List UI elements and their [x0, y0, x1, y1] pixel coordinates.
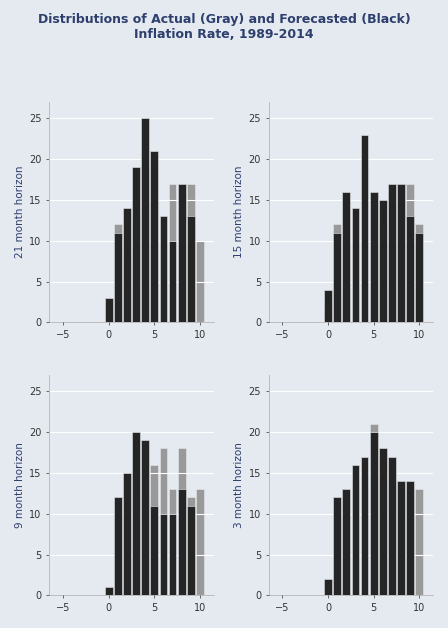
Bar: [379, 457, 387, 595]
Bar: [151, 465, 158, 595]
Bar: [105, 587, 112, 595]
Bar: [151, 151, 158, 323]
Bar: [141, 118, 149, 323]
Bar: [123, 257, 131, 323]
Bar: [196, 241, 204, 323]
Bar: [132, 432, 140, 595]
Bar: [352, 481, 359, 595]
Bar: [187, 183, 194, 323]
Bar: [187, 506, 194, 595]
Bar: [370, 432, 378, 595]
Y-axis label: 9 month horizon: 9 month horizon: [15, 442, 25, 528]
Bar: [187, 497, 194, 595]
Bar: [406, 183, 414, 323]
Text: Distributions of Actual (Gray) and Forecasted (Black)
Inflation Rate, 1989-2014: Distributions of Actual (Gray) and Forec…: [38, 13, 410, 41]
Bar: [168, 183, 177, 323]
Bar: [196, 489, 204, 595]
Bar: [178, 183, 185, 323]
Bar: [178, 448, 185, 595]
Bar: [333, 497, 341, 595]
Bar: [123, 473, 131, 595]
Bar: [105, 306, 112, 323]
Bar: [361, 457, 368, 595]
Bar: [406, 489, 414, 595]
Bar: [168, 489, 177, 595]
Bar: [132, 473, 140, 595]
Bar: [105, 587, 112, 595]
Bar: [415, 489, 423, 595]
Bar: [397, 481, 405, 595]
Y-axis label: 3 month horizon: 3 month horizon: [234, 442, 245, 528]
Bar: [333, 232, 341, 323]
Bar: [159, 514, 167, 595]
Bar: [361, 167, 368, 323]
Bar: [159, 448, 167, 595]
Bar: [361, 489, 368, 595]
Bar: [379, 200, 387, 323]
Bar: [370, 424, 378, 595]
Bar: [132, 216, 140, 323]
Bar: [333, 224, 341, 323]
Bar: [324, 306, 332, 323]
Bar: [114, 224, 122, 323]
Bar: [397, 481, 405, 595]
Bar: [370, 192, 378, 323]
Bar: [415, 224, 423, 323]
Bar: [342, 489, 350, 595]
Bar: [105, 298, 112, 323]
Bar: [187, 216, 194, 323]
Bar: [168, 241, 177, 323]
Bar: [114, 514, 122, 595]
Bar: [141, 440, 149, 595]
Bar: [352, 208, 359, 323]
Bar: [178, 183, 185, 323]
Bar: [370, 192, 378, 323]
Bar: [132, 167, 140, 323]
Bar: [342, 489, 350, 595]
Bar: [123, 208, 131, 323]
Bar: [333, 514, 341, 595]
Bar: [415, 232, 423, 323]
Bar: [151, 200, 158, 323]
Bar: [324, 579, 332, 595]
Bar: [141, 497, 149, 595]
Bar: [114, 232, 122, 323]
Bar: [388, 481, 396, 595]
Y-axis label: 15 month horizon: 15 month horizon: [234, 166, 245, 259]
Bar: [342, 290, 350, 323]
Bar: [388, 183, 396, 323]
Bar: [178, 489, 185, 595]
Bar: [379, 448, 387, 595]
Bar: [352, 465, 359, 595]
Bar: [388, 457, 396, 595]
Bar: [361, 134, 368, 323]
Bar: [379, 224, 387, 323]
Bar: [114, 497, 122, 595]
Bar: [168, 514, 177, 595]
Bar: [406, 216, 414, 323]
Bar: [324, 579, 332, 595]
Bar: [352, 208, 359, 323]
Bar: [141, 167, 149, 323]
Bar: [342, 192, 350, 323]
Bar: [324, 290, 332, 323]
Bar: [397, 183, 405, 323]
Bar: [388, 183, 396, 323]
Y-axis label: 21 month horizon: 21 month horizon: [15, 166, 25, 259]
Bar: [397, 183, 405, 323]
Bar: [406, 481, 414, 595]
Bar: [159, 216, 167, 323]
Bar: [123, 473, 131, 595]
Bar: [159, 216, 167, 323]
Bar: [151, 506, 158, 595]
